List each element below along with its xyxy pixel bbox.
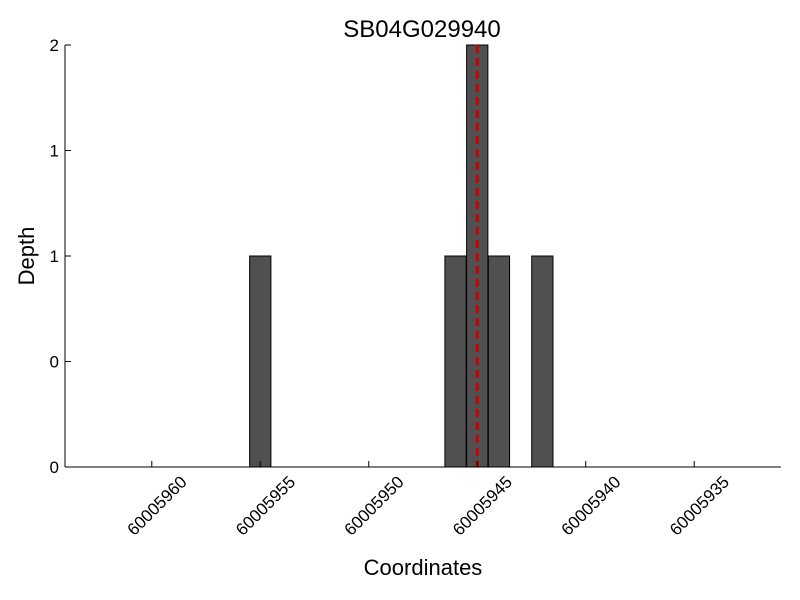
bar <box>487 255 511 468</box>
y-ticks-group: 0 0 1 1 2 <box>50 36 71 477</box>
x-axis-label: Coordinates <box>364 555 483 580</box>
x-tick-label: 60005940 <box>558 472 625 539</box>
y-tick-label: 0 <box>50 458 59 477</box>
bar <box>249 255 272 468</box>
bars-group <box>249 44 554 468</box>
chart-title: SB04G029940 <box>343 16 500 43</box>
x-tick-label: 60005955 <box>232 472 299 539</box>
y-tick-label: 1 <box>50 247 59 266</box>
x-tick-label: 60005950 <box>341 472 408 539</box>
y-tick-label: 1 <box>50 142 59 161</box>
y-tick-label: 2 <box>50 36 59 55</box>
y-tick-label: 0 <box>50 353 59 372</box>
x-ticks-group: 60005960 60005955 60005950 60005945 60005940… <box>124 461 733 539</box>
x-tick-label: 60005935 <box>666 472 733 539</box>
x-tick-label: 60005945 <box>449 472 516 539</box>
y-axis-label: Depth <box>14 227 39 286</box>
bar <box>444 255 467 468</box>
bar <box>531 255 554 468</box>
x-tick-label: 60005960 <box>124 472 191 539</box>
